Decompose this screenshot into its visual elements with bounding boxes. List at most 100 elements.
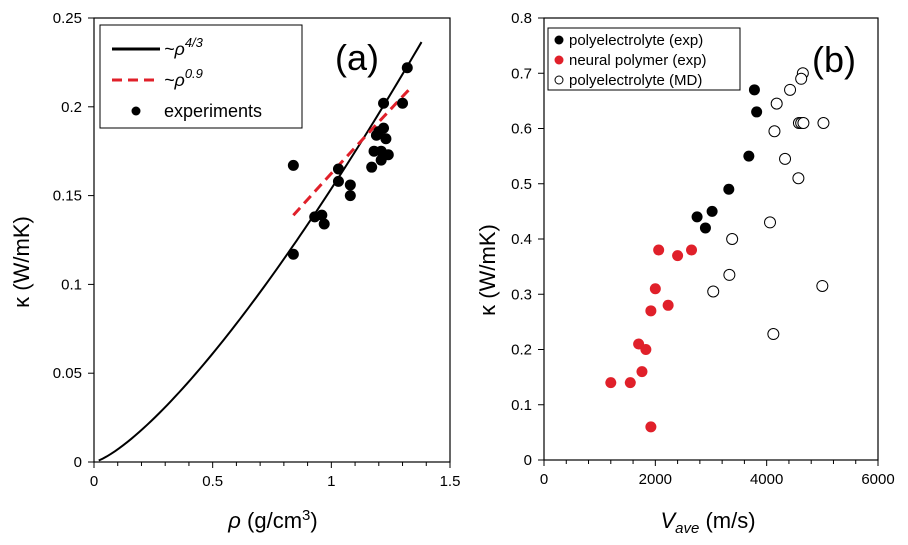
panel-b-plot-frame xyxy=(543,17,879,461)
panel-a-legend: ~ρ4/3 ~ρ0.9 experiments xyxy=(99,24,303,129)
data-point xyxy=(344,190,356,202)
data-point xyxy=(605,377,617,389)
data-point xyxy=(699,222,711,234)
y-tick-label: 0.2 xyxy=(61,99,82,116)
y-tick-label: 0.5 xyxy=(511,176,532,193)
panel-a-chart: 0 0.5 1 1.5 0 0.05 0.1 0.15 0.2 0.25 (a) ~ρ4/3 ~ρ… xyxy=(9,10,460,533)
panel-b-legend: polyelectrolyte (exp) neural polymer (ex… xyxy=(547,27,741,91)
data-point xyxy=(344,179,356,191)
data-point xyxy=(723,268,736,281)
data-point xyxy=(672,250,684,262)
data-point xyxy=(316,209,328,221)
data-point xyxy=(743,150,755,162)
data-point xyxy=(707,285,720,298)
panel-b-y-axis-title: κ (W/mK) xyxy=(475,224,500,316)
data-point xyxy=(397,97,409,109)
legend-entry-neural-polymer-exp: neural polymer (exp) xyxy=(569,52,707,69)
data-point xyxy=(287,248,299,260)
data-point xyxy=(332,175,344,187)
panel-a-fit-lines xyxy=(98,41,423,462)
y-tick-label: 0.7 xyxy=(511,65,532,82)
data-point xyxy=(653,244,665,256)
legend-entry-polyelectrolyte-exp: polyelectrolyte (exp) xyxy=(569,32,703,49)
data-point xyxy=(748,84,760,96)
legend-entry-rho-4-3: ~ρ4/3 xyxy=(164,35,204,59)
panel-b-legend-box xyxy=(547,27,741,91)
legend-polyelectrolyte-exp-marker xyxy=(554,35,564,45)
data-point xyxy=(662,299,674,311)
data-point xyxy=(792,172,805,185)
data-point xyxy=(287,159,299,171)
y-tick-label: 0 xyxy=(74,454,82,471)
panel-a-data-points xyxy=(287,62,413,260)
y-tick-label: 0.4 xyxy=(511,231,532,248)
data-point xyxy=(691,211,703,223)
data-point xyxy=(706,205,718,217)
data-point xyxy=(686,244,698,256)
data-point xyxy=(784,83,797,96)
legend-neural-polymer-exp-marker xyxy=(554,55,564,65)
data-point xyxy=(332,163,344,175)
data-point xyxy=(726,233,739,245)
legend-experiments-marker xyxy=(131,106,141,116)
fit-line-rho-4-3 xyxy=(98,41,423,462)
x-tick-label: 1 xyxy=(327,473,335,490)
data-point xyxy=(767,328,780,341)
y-tick-label: 0.2 xyxy=(511,342,532,359)
data-point xyxy=(817,116,830,129)
legend-entry-experiments: experiments xyxy=(164,101,262,121)
data-point xyxy=(366,161,378,173)
data-point xyxy=(764,216,777,229)
data-point xyxy=(318,218,330,230)
x-tick-label: 2000 xyxy=(639,471,672,488)
panel-b-chart: 0 2000 4000 6000 0 0.1 0.2 0.3 0.4 0.5 0.6 0.7 0.8 (… xyxy=(475,10,895,537)
panel-a-x-axis-title: ρ (g/cm3) xyxy=(227,507,317,533)
panel-a-ticks xyxy=(88,17,451,468)
fit-line-rho-0-9 xyxy=(292,85,414,217)
panel-a-label: (a) xyxy=(335,37,379,78)
data-point xyxy=(797,116,810,129)
x-tick-label: 0.5 xyxy=(202,473,223,490)
legend-polyelectrolyte-md-marker xyxy=(554,75,564,85)
data-point xyxy=(380,133,392,145)
y-tick-label: 0.3 xyxy=(511,286,532,303)
panel-b-data-points xyxy=(605,67,830,433)
data-point xyxy=(751,106,763,118)
data-point xyxy=(768,125,781,138)
panel-a-tick-labels: 0 0.5 1 1.5 0 0.05 0.1 0.15 0.2 0.25 xyxy=(53,10,461,490)
data-point xyxy=(378,97,390,109)
data-point xyxy=(645,305,657,317)
y-tick-label: 0 xyxy=(524,452,532,469)
data-point xyxy=(401,62,413,74)
y-tick-label: 0.1 xyxy=(61,276,82,293)
data-point xyxy=(378,122,390,134)
y-tick-label: 0.6 xyxy=(511,121,532,138)
data-point xyxy=(770,97,783,110)
data-point xyxy=(640,344,652,355)
data-point xyxy=(816,279,829,292)
panel-b-x-axis-title: Vave (m/s) xyxy=(660,508,755,537)
data-point xyxy=(795,72,808,85)
panel-a-plot-frame xyxy=(93,17,451,463)
panel-a-y-axis-title: κ (W/mK) xyxy=(9,216,34,308)
data-point xyxy=(382,149,394,161)
x-tick-label: 0 xyxy=(90,473,98,490)
data-point xyxy=(624,377,636,389)
data-point xyxy=(636,366,648,378)
x-tick-label: 4000 xyxy=(750,471,783,488)
y-tick-label: 0.25 xyxy=(53,10,82,27)
x-tick-label: 6000 xyxy=(861,471,894,488)
y-tick-label: 0.15 xyxy=(53,188,82,205)
y-tick-label: 0.1 xyxy=(511,397,532,414)
data-point xyxy=(649,283,661,295)
y-tick-label: 0.8 xyxy=(511,10,532,27)
data-point xyxy=(779,152,792,165)
legend-entry-polyelectrolyte-md: polyelectrolyte (MD) xyxy=(569,72,702,89)
data-point xyxy=(723,183,735,195)
x-tick-label: 1.5 xyxy=(440,473,461,490)
y-tick-label: 0.05 xyxy=(53,365,82,382)
panel-b-tick-labels: 0 2000 4000 6000 0 0.1 0.2 0.3 0.4 0.5 0.6 0.7 0.8 xyxy=(511,10,895,488)
panel-b-ticks xyxy=(538,17,879,466)
legend-entry-rho-0-9: ~ρ0.9 xyxy=(164,66,203,90)
